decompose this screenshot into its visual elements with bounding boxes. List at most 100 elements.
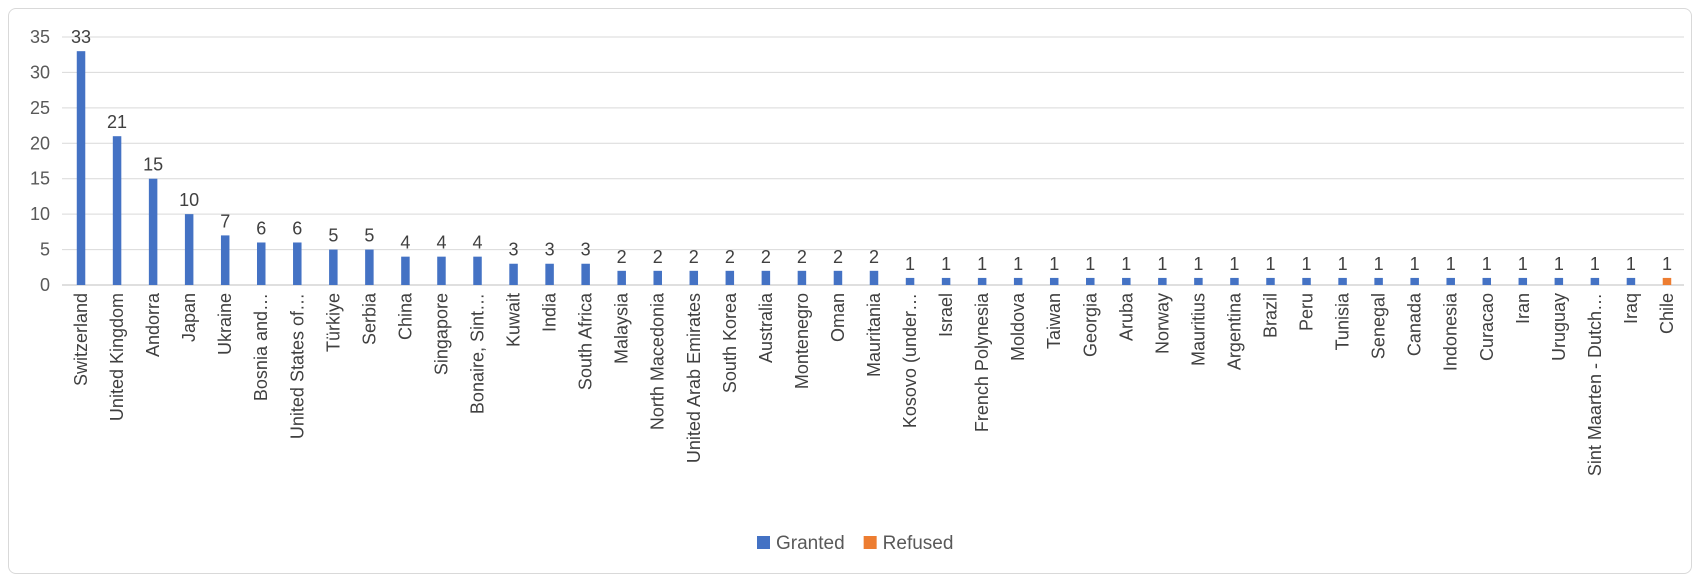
data-label: 1 [1302, 254, 1312, 274]
y-axis-tick-labels: 0 5 10 15 20 25 30 35 [30, 27, 50, 295]
bar-granted [797, 270, 807, 285]
category-label: Switzerland [71, 293, 91, 386]
bar-granted [148, 178, 158, 285]
bar-granted [1554, 277, 1564, 285]
data-label: 21 [107, 112, 127, 132]
bar-granted [76, 51, 86, 285]
data-label: 1 [1157, 254, 1167, 274]
category-label: Aruba [1116, 292, 1136, 341]
data-label: 1 [977, 254, 987, 274]
data-label: 1 [1085, 254, 1095, 274]
data-label: 1 [1410, 254, 1420, 274]
category-label: South Africa [576, 292, 596, 390]
bar-granted [473, 256, 482, 285]
category-label: South Korea [720, 292, 740, 393]
category-label: United States of… [287, 293, 307, 439]
data-label: 10 [179, 190, 199, 210]
data-label: 1 [1338, 254, 1348, 274]
bar-granted [1446, 277, 1455, 285]
data-label: 1 [1193, 254, 1203, 274]
data-label: 1 [1013, 254, 1023, 274]
bar-granted [1590, 277, 1600, 285]
bar-granted [1122, 277, 1131, 285]
legend-swatch-refused [863, 536, 877, 549]
category-label: United Arab Emirates [684, 293, 704, 463]
category-label: India [540, 292, 560, 332]
category-label: Iraq [1621, 293, 1641, 324]
y-tick-label: 25 [30, 98, 50, 118]
y-tick-label: 35 [30, 27, 50, 47]
bar-granted [1086, 277, 1095, 285]
category-label: Chile [1657, 293, 1677, 334]
bars [76, 51, 1672, 285]
legend: Granted Refused [757, 533, 953, 554]
data-label: 1 [1554, 254, 1564, 274]
bar-granted [329, 249, 338, 285]
data-label: 2 [653, 247, 663, 267]
bar-granted [220, 235, 230, 285]
bar-granted [112, 136, 122, 285]
data-label: 5 [364, 226, 374, 246]
bar-granted [509, 263, 518, 285]
category-label: China [395, 292, 415, 340]
data-label: 1 [1446, 254, 1456, 274]
category-label: Bosnia and… [251, 293, 271, 401]
data-label: 2 [797, 247, 807, 267]
legend-label-refused: Refused [883, 533, 954, 554]
category-label: Kuwait [504, 293, 524, 347]
category-label: Israel [936, 293, 956, 337]
bar-granted [1302, 277, 1311, 285]
data-label: 15 [143, 155, 163, 175]
category-label: Iran [1513, 293, 1533, 324]
data-label: 5 [328, 226, 338, 246]
bar-granted [725, 270, 735, 285]
bar-granted [401, 256, 410, 285]
bar-granted [545, 263, 554, 285]
category-label: Oman [828, 293, 848, 342]
data-label: 1 [1662, 254, 1672, 274]
bar-granted [617, 270, 626, 285]
legend-label-granted: Granted [776, 533, 845, 554]
category-label: Uruguay [1549, 293, 1569, 361]
bar-granted [184, 214, 194, 285]
data-label: 2 [761, 247, 771, 267]
data-label: 1 [1374, 254, 1384, 274]
data-label: 2 [689, 247, 699, 267]
bar-granted [437, 256, 446, 285]
bar-granted [1410, 277, 1419, 285]
bar-granted [293, 242, 302, 285]
data-label: 1 [941, 254, 951, 274]
category-label: Tunisia [1333, 292, 1353, 350]
category-label: Japan [179, 293, 199, 342]
category-label: Serbia [359, 292, 379, 345]
chart-frame [8, 8, 1692, 574]
data-label: 2 [617, 247, 627, 267]
data-label: 3 [581, 240, 591, 260]
bar-granted [1338, 277, 1347, 285]
y-tick-label: 10 [30, 204, 50, 224]
bar-granted [653, 270, 662, 285]
data-label: 1 [1121, 254, 1131, 274]
category-label: Moldova [1008, 292, 1028, 361]
data-label: 3 [545, 240, 555, 260]
data-label: 4 [400, 233, 410, 253]
bar-granted [1230, 277, 1239, 285]
data-label: 1 [1265, 254, 1275, 274]
category-label: Canada [1405, 292, 1425, 356]
bar-granted [977, 277, 987, 285]
data-label: 6 [256, 218, 266, 238]
category-labels: Switzerland United Kingdom Andorra Japan Ukr… [71, 292, 1677, 476]
category-label: Australia [756, 292, 776, 363]
bar-granted [1482, 277, 1492, 285]
bar-granted [1626, 277, 1636, 285]
legend-swatch-granted [757, 536, 770, 549]
bar-granted [869, 270, 879, 285]
data-label: 2 [869, 247, 879, 267]
category-label: Senegal [1369, 293, 1389, 359]
bar-granted [833, 270, 843, 285]
data-label: 1 [905, 254, 915, 274]
category-label: Andorra [143, 292, 163, 357]
category-label: Georgia [1080, 292, 1100, 357]
